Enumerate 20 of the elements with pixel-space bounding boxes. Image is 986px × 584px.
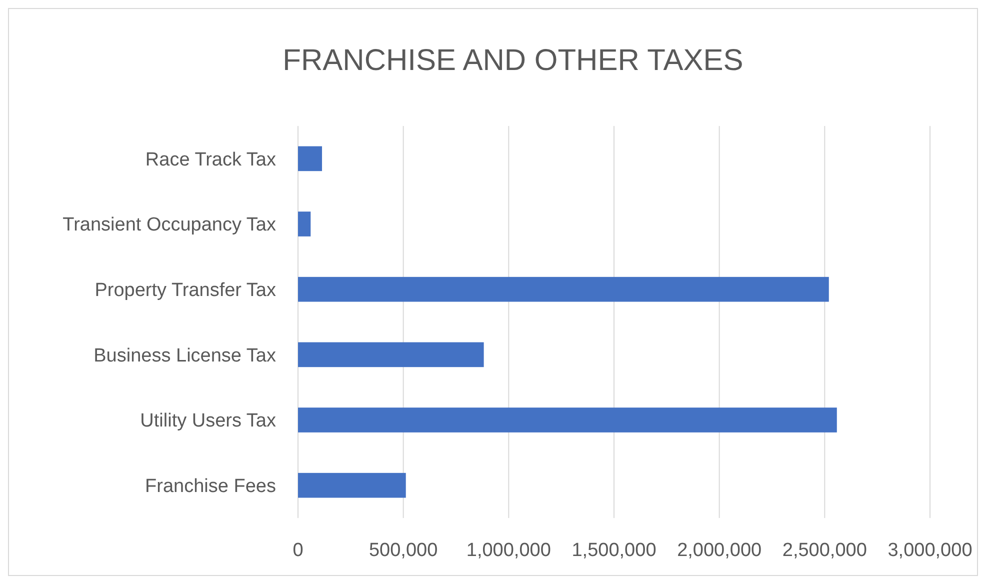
bar bbox=[298, 472, 406, 498]
x-tick-label: 2,500,000 bbox=[782, 540, 867, 561]
x-tick-label: 1,000,000 bbox=[466, 540, 551, 561]
y-tick-label: Franchise Fees bbox=[145, 476, 276, 497]
bar bbox=[298, 276, 829, 302]
x-tick-label: 2,000,000 bbox=[677, 540, 762, 561]
y-tick-label: Business License Tax bbox=[94, 345, 276, 366]
bar bbox=[298, 212, 311, 236]
bar bbox=[298, 342, 484, 368]
bar bbox=[298, 146, 322, 172]
x-tick-label: 0 bbox=[292, 540, 304, 561]
x-tick-label: 500,000 bbox=[368, 540, 438, 561]
x-tick-label: 3,000,000 bbox=[888, 540, 972, 561]
x-tick-label: 1,500,000 bbox=[572, 540, 656, 561]
y-tick-label: Utility Users Tax bbox=[140, 410, 276, 432]
y-tick-label: Transient Occupancy Tax bbox=[62, 214, 276, 236]
y-tick-label: Property Transfer Tax bbox=[94, 280, 276, 301]
chart-title: FRANCHISE AND OTHER TAXES bbox=[282, 44, 744, 77]
bar bbox=[298, 408, 837, 432]
y-tick-label: Race Track Tax bbox=[145, 149, 276, 170]
